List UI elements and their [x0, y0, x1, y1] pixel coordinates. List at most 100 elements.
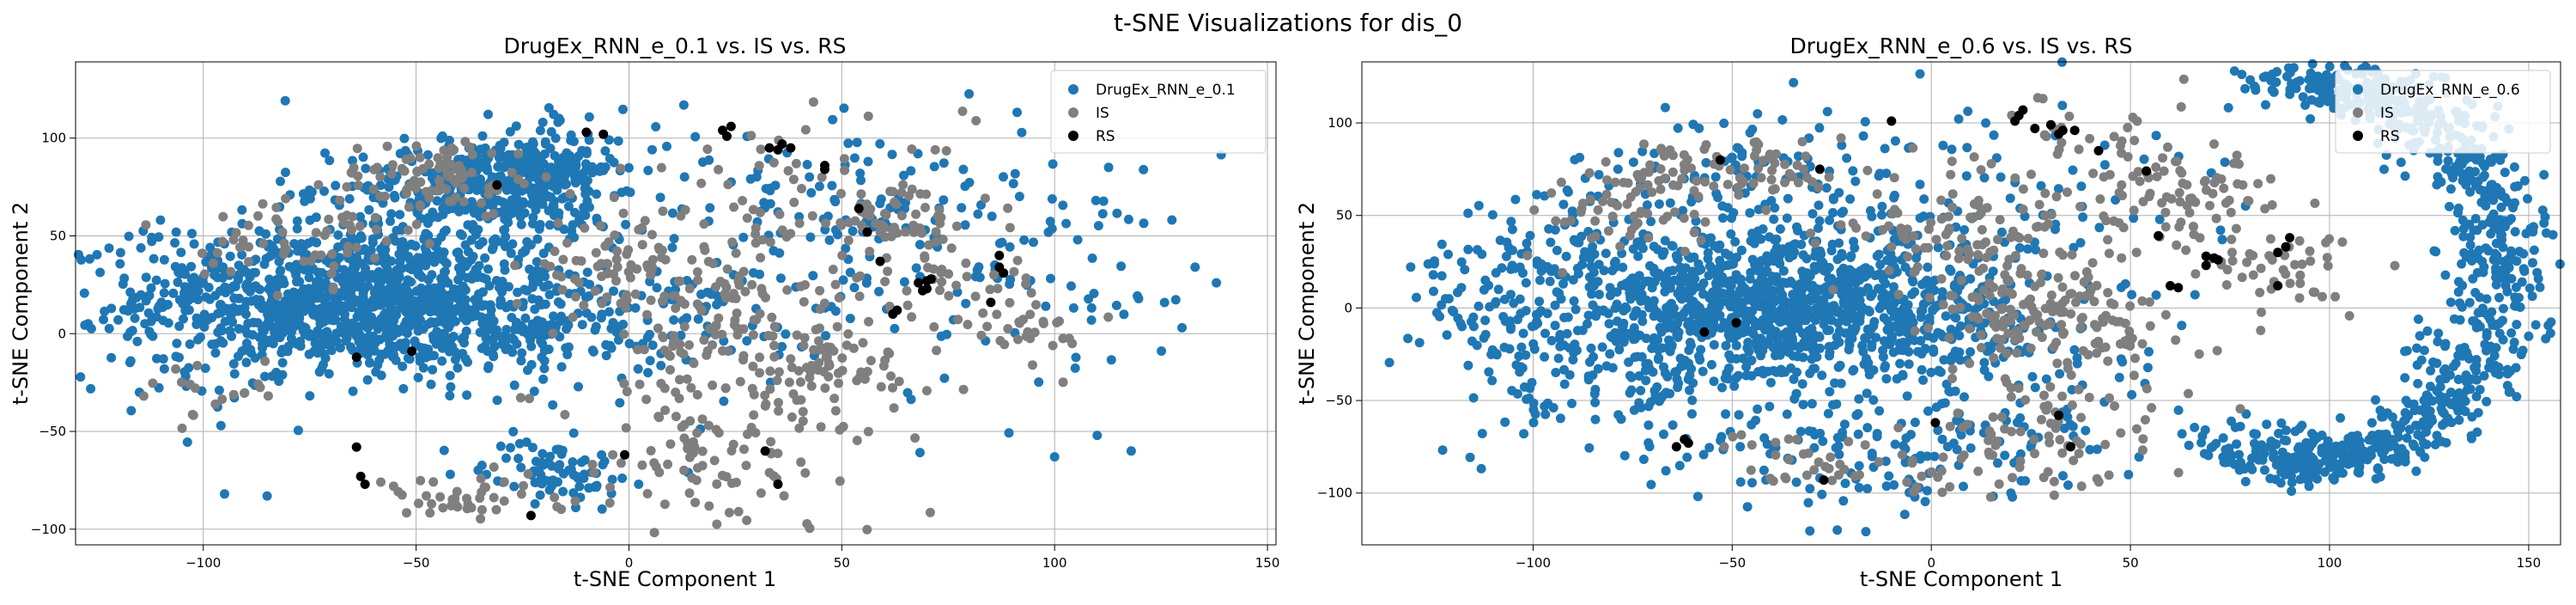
generated-point: [1808, 341, 1818, 351]
generated-point: [1478, 429, 1487, 438]
generated-point: [2063, 480, 2073, 490]
generated-point: [1662, 466, 1671, 475]
generated-point: [874, 287, 884, 296]
is-point: [313, 180, 323, 190]
is-point: [702, 351, 711, 360]
is-point: [647, 446, 656, 455]
generated-point: [1639, 455, 1649, 464]
generated-point: [392, 266, 402, 275]
generated-point: [446, 470, 455, 480]
is-point: [635, 380, 645, 389]
generated-point: [410, 241, 420, 251]
generated-point: [229, 359, 239, 369]
generated-point: [1984, 372, 1993, 382]
is-point: [580, 223, 589, 233]
generated-point: [2094, 223, 2104, 232]
is-point: [786, 354, 795, 364]
is-point: [700, 242, 709, 252]
is-point: [500, 497, 509, 506]
generated-point: [234, 275, 243, 284]
generated-point: [125, 232, 134, 241]
generated-point: [1827, 246, 1837, 255]
generated-point: [1963, 107, 1972, 116]
is-point: [756, 144, 766, 154]
generated-point: [2078, 212, 2087, 222]
generated-point: [76, 255, 86, 265]
is-point: [353, 171, 362, 180]
generated-point: [1552, 246, 1562, 255]
generated-point: [240, 325, 250, 334]
generated-point: [1848, 166, 1857, 175]
generated-point: [1590, 398, 1600, 407]
generated-point: [281, 168, 290, 177]
is-point: [320, 230, 330, 240]
is-point: [815, 286, 824, 296]
is-point: [734, 507, 744, 516]
is-point: [765, 384, 775, 394]
is-point: [834, 379, 843, 388]
is-point: [422, 492, 431, 501]
rs-point: [820, 165, 829, 174]
rs-point: [994, 251, 1004, 260]
is-point: [402, 508, 411, 517]
generated-point: [1569, 275, 1578, 284]
generated-point: [230, 294, 240, 303]
generated-point: [1637, 290, 1647, 299]
generated-point: [1718, 213, 1728, 223]
generated-point: [1868, 395, 1878, 405]
rs-point: [786, 144, 795, 153]
generated-point: [1537, 266, 1546, 276]
is-point: [842, 340, 852, 350]
is-point: [435, 492, 445, 502]
is-point: [278, 228, 288, 237]
legend-label: DrugEx_RNN_e_0.1: [1096, 82, 1236, 99]
is-point: [619, 379, 629, 388]
generated-point: [1966, 443, 1976, 453]
generated-point: [1540, 410, 1550, 419]
generated-point: [242, 339, 252, 348]
is-point: [1103, 313, 1113, 322]
generated-point: [1665, 318, 1674, 327]
generated-point: [1989, 266, 1998, 276]
is-point: [240, 388, 249, 398]
is-point: [801, 125, 811, 135]
generated-point: [1822, 326, 1832, 335]
generated-point: [597, 450, 606, 460]
generated-point: [704, 156, 714, 165]
generated-point: [1766, 332, 1776, 341]
rs-point: [352, 443, 361, 452]
generated-point: [1701, 158, 1710, 168]
is-point: [704, 257, 714, 266]
generated-point: [1805, 369, 1814, 378]
generated-point: [478, 237, 488, 247]
is-point: [889, 187, 898, 197]
generated-point: [446, 371, 455, 381]
generated-point: [1877, 211, 1886, 220]
generated-point: [1854, 394, 1863, 404]
generated-point: [1012, 107, 1022, 117]
is-point: [235, 242, 245, 252]
is-point: [797, 184, 806, 193]
is-point: [907, 144, 916, 154]
generated-point: [1945, 265, 1954, 274]
generated-point: [550, 197, 559, 206]
is-point: [923, 263, 933, 272]
generated-point: [558, 487, 568, 497]
generated-point: [260, 372, 270, 382]
generated-point: [1589, 352, 1598, 362]
generated-point: [1993, 458, 2002, 468]
generated-point: [1099, 197, 1109, 206]
generated-point: [1846, 253, 1856, 262]
generated-point: [144, 309, 154, 318]
generated-point: [268, 313, 277, 322]
is-point: [880, 277, 890, 286]
generated-point: [1817, 490, 1826, 499]
is-point: [617, 458, 626, 468]
is-point: [610, 230, 619, 240]
is-point: [756, 488, 766, 498]
is-point: [653, 323, 663, 333]
generated-point: [459, 282, 468, 291]
generated-point: [1866, 206, 1875, 216]
is-point: [856, 189, 866, 199]
